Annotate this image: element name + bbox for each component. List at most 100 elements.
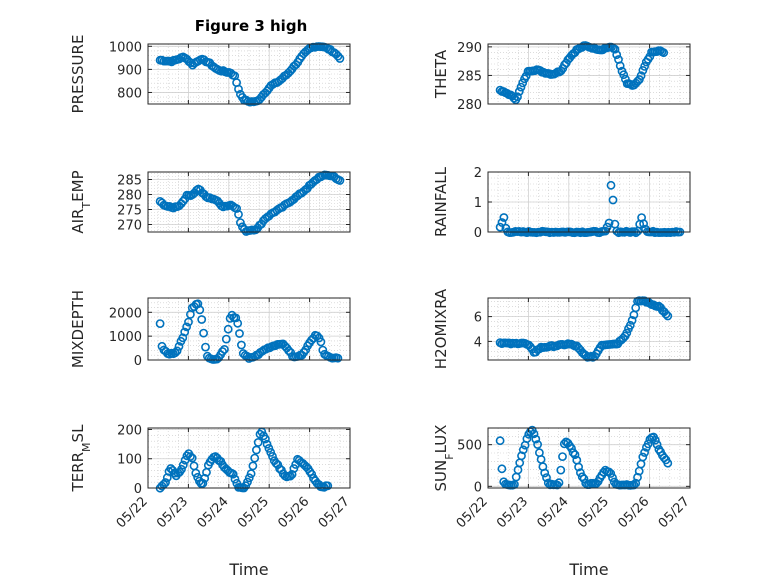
data-point — [316, 337, 326, 347]
data-point — [234, 84, 243, 94]
data-point — [219, 344, 229, 354]
data-point — [639, 219, 648, 229]
y-tick-label: 800 — [117, 86, 142, 101]
data-point — [619, 70, 629, 80]
data-point — [497, 464, 507, 474]
data-point — [516, 82, 526, 92]
x-tick-label: 05/25 — [575, 494, 612, 531]
data-point — [529, 429, 539, 439]
subplot-mixdepth: 0 1000 2000 MIXDEPTH — [69, 290, 351, 369]
x-axis-label: Time — [228, 560, 268, 579]
data-point — [201, 342, 210, 352]
data-point — [186, 58, 196, 68]
data-point — [182, 451, 192, 461]
data-point — [663, 311, 673, 321]
y-tick-label: 6 — [474, 311, 482, 326]
y-label-main: TERR — [69, 452, 87, 493]
data-point — [514, 87, 524, 96]
y-tick-label: 200 — [117, 423, 142, 438]
axes-box — [147, 43, 351, 105]
x-tick-label: 05/24 — [535, 494, 572, 531]
subplot-rainfall: 0 1 2 RAINFALL — [432, 166, 691, 241]
data-point — [631, 478, 641, 488]
data-point — [333, 353, 343, 363]
y-tick-label: 4 — [474, 335, 482, 350]
data-point — [260, 434, 270, 444]
data-point — [659, 48, 669, 58]
data-point — [552, 480, 562, 490]
y-label-rest: LUX — [432, 425, 450, 454]
data-point — [180, 327, 190, 337]
data-point — [177, 464, 186, 474]
data-point — [178, 460, 188, 470]
subplot-theta: 280 285 290 THETA — [432, 41, 691, 113]
data-point — [178, 196, 188, 206]
data-point — [629, 480, 639, 490]
x-tick-label: 05/23 — [154, 494, 191, 531]
y-tick-label: 275 — [117, 204, 142, 219]
y-label-rest: SL — [69, 424, 87, 443]
data-point — [661, 309, 671, 319]
axes-box — [147, 297, 351, 361]
y-label-sub: M — [80, 442, 93, 452]
y-tick-label: 285 — [457, 69, 482, 84]
x-tick-label: 05/26 — [615, 494, 652, 531]
data-point — [556, 465, 566, 475]
y-tick-label: 0 — [474, 480, 482, 495]
data-point — [248, 461, 258, 471]
data-point — [198, 478, 208, 488]
data-point — [244, 473, 254, 483]
data-point — [243, 477, 252, 487]
x-axis-label: Time — [568, 560, 608, 579]
data-point — [497, 218, 507, 227]
data-point — [250, 453, 260, 463]
subplot-pressure: 800 900 1000 PRESSURE — [69, 35, 351, 113]
y-axis-label: AIRTEMP — [69, 170, 93, 233]
data-point — [627, 315, 637, 325]
data-point — [246, 469, 256, 479]
axes-box — [487, 43, 691, 105]
data-point — [191, 468, 201, 478]
y-tick-label: 0 — [134, 354, 142, 369]
data-point — [323, 481, 333, 491]
data-point — [178, 333, 188, 343]
data-point — [577, 472, 587, 482]
y-tick-label: 1000 — [109, 330, 142, 345]
data-point — [262, 439, 272, 449]
data-point — [235, 218, 245, 227]
data-point — [540, 468, 550, 478]
data-point — [155, 319, 165, 328]
axes-box — [487, 297, 691, 361]
data-point — [559, 439, 569, 449]
data-point — [223, 324, 233, 334]
data-point — [636, 71, 646, 81]
data-point — [531, 434, 541, 444]
data-point — [554, 478, 564, 488]
data-point — [513, 92, 522, 102]
data-point — [606, 469, 616, 478]
data-point — [608, 473, 617, 482]
y-label-main: SUN — [432, 460, 450, 492]
data-point — [231, 313, 241, 323]
data-point — [335, 54, 345, 63]
data-point — [499, 213, 509, 222]
y-tick-label: 100 — [117, 453, 142, 468]
data-point — [570, 450, 580, 460]
data-point — [604, 218, 614, 228]
y-axis-label: MIXDEPTH — [69, 290, 87, 368]
figure-title: Figure 3 high — [195, 17, 308, 35]
data-point — [567, 443, 576, 453]
y-axis-label: RAINFALL — [432, 166, 450, 237]
data-point — [307, 469, 317, 479]
data-point — [285, 471, 295, 481]
data-point — [495, 222, 505, 232]
x-tick-label: 05/22 — [114, 494, 151, 531]
data-point — [233, 318, 243, 328]
y-tick-label: 0 — [134, 482, 142, 497]
x-tick-label: 05/26 — [275, 494, 312, 531]
data-point — [640, 448, 649, 457]
data-point — [221, 334, 231, 344]
data-point — [199, 328, 208, 338]
data-point — [518, 78, 528, 88]
